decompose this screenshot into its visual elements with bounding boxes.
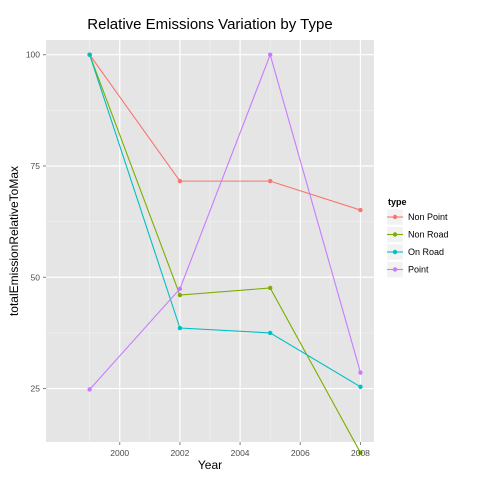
data-point-non-road — [178, 293, 182, 297]
y-tick-label: 50 — [31, 272, 41, 282]
y-tick-label: 75 — [31, 161, 41, 171]
legend-label-non-road: Non Road — [408, 230, 449, 240]
data-point-on-road — [87, 52, 91, 56]
legend-label-point: Point — [408, 265, 429, 275]
x-tick-label: 2006 — [291, 448, 310, 458]
y-tick-label: 100 — [26, 50, 40, 60]
legend-marker-point — [393, 267, 397, 271]
chart-title: Relative Emissions Variation by Type — [87, 16, 332, 33]
data-point-non-point — [358, 208, 362, 212]
x-tick-label: 2004 — [231, 448, 250, 458]
data-point-on-road — [268, 331, 272, 335]
y-axis-ticks: 25 50 75 100 — [26, 50, 46, 394]
x-tick-label: 2002 — [170, 448, 189, 458]
data-point-point — [178, 287, 182, 291]
x-tick-label: 2000 — [110, 448, 129, 458]
data-point-point — [268, 52, 272, 56]
y-tick-label: 25 — [31, 384, 41, 394]
y-axis-title: totalEmissionRelativeToMax — [7, 166, 21, 316]
data-point-on-road — [178, 326, 182, 330]
x-axis-ticks: 2000 2002 2004 2006 2008 — [110, 442, 370, 458]
legend-marker-non-point — [393, 215, 397, 219]
data-point-on-road — [358, 385, 362, 389]
x-tick-label: 2008 — [351, 448, 370, 458]
data-point-non-point — [178, 179, 182, 183]
data-point-point — [87, 387, 91, 391]
x-axis-title: Year — [198, 458, 222, 472]
legend: type Non Point Non Road On Road Point — [387, 197, 449, 278]
legend-marker-on-road — [393, 250, 397, 254]
legend-label-on-road: On Road — [408, 247, 444, 257]
data-point-point — [358, 370, 362, 374]
legend-label-non-point: Non Point — [408, 212, 448, 222]
legend-marker-non-road — [393, 232, 397, 236]
legend-title: type — [388, 197, 407, 207]
data-point-non-point — [268, 179, 272, 183]
data-point-non-road — [268, 286, 272, 290]
